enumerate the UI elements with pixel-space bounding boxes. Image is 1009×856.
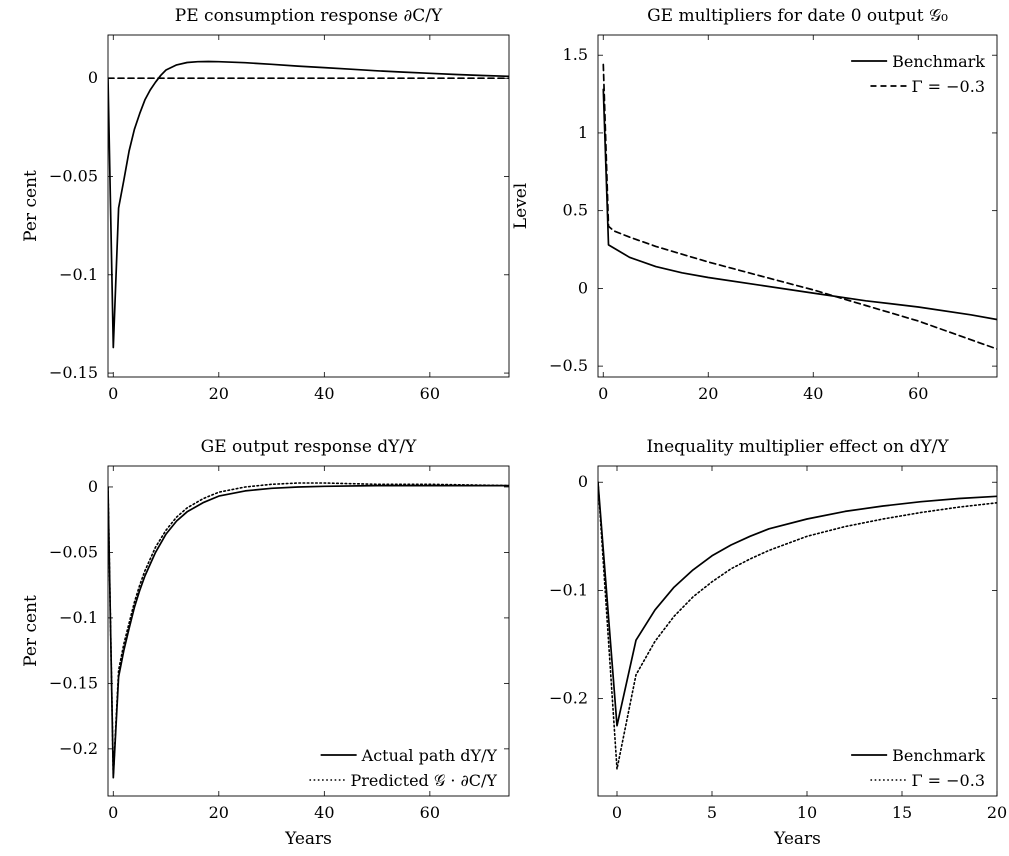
series-line-1 [598, 481, 997, 727]
y-tick-label: −0.05 [49, 167, 98, 186]
y-tick-label: −0.2 [59, 739, 98, 758]
series-line-1 [108, 484, 509, 779]
y-tick-label: −0.1 [59, 608, 98, 627]
x-axis-label: Years [773, 829, 821, 849]
y-tick-label: 0 [88, 68, 98, 87]
series-line-2 [598, 481, 997, 770]
legend-label: Actual path dY/Y [361, 746, 498, 765]
x-tick-label: 60 [908, 384, 928, 403]
y-tick-label: −0.1 [549, 580, 588, 599]
legend-label: Γ = −0.3 [911, 77, 985, 96]
x-axis-label: Years [284, 829, 332, 849]
chart-panel-3: GE output response dY/Y Per cent Years 0 20 4… [21, 437, 510, 849]
series-group [598, 481, 997, 770]
y-tick-label: 0.5 [563, 201, 588, 220]
chart-panel-2: GE multipliers for date 0 output 𝒢₀ Level… [511, 6, 998, 403]
series-line-2 [602, 63, 997, 350]
series-group [108, 482, 509, 779]
series-line-2 [108, 482, 509, 776]
y-tick-label: −0.15 [49, 673, 98, 692]
x-tick-label: 0 [108, 384, 118, 403]
y-tick-label: −0.1 [59, 265, 98, 284]
x-tick-label: 20 [209, 803, 229, 822]
legend-label: Benchmark [892, 52, 985, 71]
y-tick-label: 0 [578, 278, 588, 297]
chart-panel-1: PE consumption response ∂C/Y Per cent 0 20 4… [21, 6, 510, 403]
plot-frame [107, 465, 510, 797]
chart-title: PE consumption response ∂C/Y [175, 6, 443, 26]
x-tick-label: 10 [797, 803, 817, 822]
x-tick-label: 0 [108, 803, 118, 822]
x-tick-label: 15 [892, 803, 912, 822]
y-tick-label: −0.15 [49, 363, 98, 382]
series-group [602, 63, 997, 350]
chart-title: GE multipliers for date 0 output 𝒢₀ [647, 6, 948, 26]
y-tick-label: −0.5 [549, 356, 588, 375]
x-tick-label: 60 [420, 384, 440, 403]
series-line-1 [602, 88, 997, 321]
x-tick-label: 0 [598, 384, 608, 403]
series-group [108, 60, 509, 349]
x-tick-label: 20 [698, 384, 718, 403]
legend-label: Predicted 𝒢 · ∂C/Y [350, 771, 497, 790]
x-tick-label: 20 [987, 803, 1007, 822]
series-line-1 [108, 60, 509, 349]
legend-label: Benchmark [892, 746, 985, 765]
legend-label: Γ = −0.3 [911, 771, 985, 790]
y-axis-label: Per cent [21, 595, 41, 667]
x-tick-label: 20 [209, 384, 229, 403]
y-axis-label: Level [511, 183, 531, 229]
x-tick-label: 60 [420, 803, 440, 822]
y-tick-label: −0.05 [49, 542, 98, 561]
x-tick-label: 40 [314, 803, 334, 822]
x-tick-label: 0 [612, 803, 622, 822]
x-tick-label: 40 [314, 384, 334, 403]
plot-frame [107, 34, 510, 378]
y-axis-label: Per cent [21, 170, 41, 242]
y-tick-label: 1 [578, 123, 588, 142]
chart-title: GE output response dY/Y [201, 437, 417, 457]
chart-panel-4: Inequality multiplier effect on dY/Y Year… [549, 437, 1007, 849]
plot-frame [597, 465, 998, 797]
y-tick-label: 1.5 [563, 45, 588, 64]
y-tick-label: 0 [88, 477, 98, 496]
plot-frame [597, 34, 998, 378]
x-tick-label: 5 [707, 803, 717, 822]
x-tick-label: 40 [803, 384, 823, 403]
y-tick-label: −0.2 [549, 689, 588, 708]
y-tick-label: 0 [578, 472, 588, 491]
chart-title: Inequality multiplier effect on dY/Y [646, 437, 949, 457]
